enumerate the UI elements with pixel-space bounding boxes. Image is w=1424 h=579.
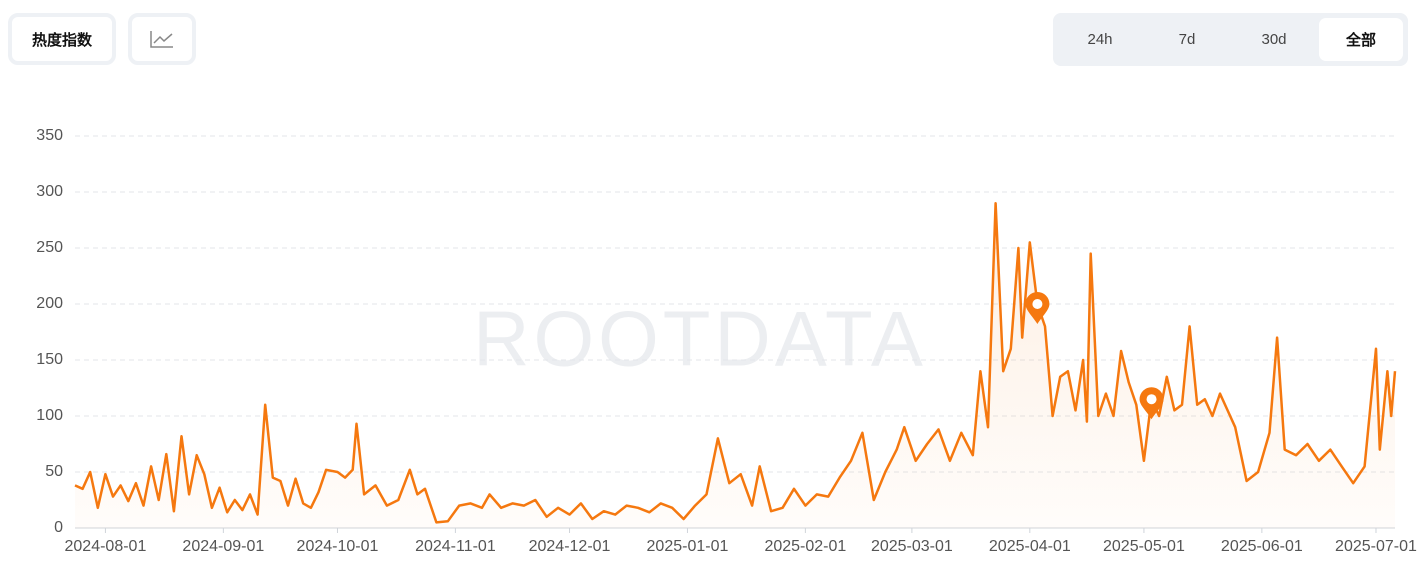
x-tick-label: 2025-06-01 [1221,538,1303,555]
x-tick-label: 2024-10-01 [297,538,379,555]
y-tick-label: 200 [36,295,63,312]
y-tick-label: 350 [36,127,63,144]
range-tab[interactable]: 30d [1261,31,1287,48]
x-tick-label: 2025-04-01 [989,538,1071,555]
x-tick-label: 2025-05-01 [1103,538,1185,555]
chart-icon [150,31,173,48]
y-tick-label: 50 [45,463,63,480]
y-tick-label: 0 [54,519,63,536]
range-tab[interactable]: 全部 [1319,18,1403,61]
x-tick-label: 2025-03-01 [871,538,953,555]
y-tick-label: 100 [36,407,63,424]
y-tick-label: 150 [36,351,63,368]
x-tick-label: 2024-11-01 [415,538,496,555]
watermark: ROOTDATA [473,295,927,383]
line [74,201,1397,524]
x-tick-label: 2024-12-01 [529,538,611,555]
x-tick-label: 2025-01-01 [647,538,729,555]
x-tick-label: 2025-07-01 [1335,538,1417,555]
metric-button[interactable]: 热度指数 [8,13,116,65]
range-tab[interactable]: 7d [1178,31,1196,48]
y-tick-label: 300 [36,183,63,200]
pin-hole [1146,394,1157,405]
range-tab[interactable]: 24h [1087,31,1113,48]
x-tick-label: 2024-08-01 [65,538,147,555]
area-fill [75,203,1395,528]
y-tick-label: 250 [36,239,63,256]
range-tabs: 24h 7d 30d 全部 [1053,13,1408,66]
pin-hole [1032,299,1043,309]
x-tick-label: 2025-02-01 [764,538,846,555]
x-tick-label: 2024-09-01 [182,538,264,555]
chart-toggle[interactable] [128,13,196,65]
